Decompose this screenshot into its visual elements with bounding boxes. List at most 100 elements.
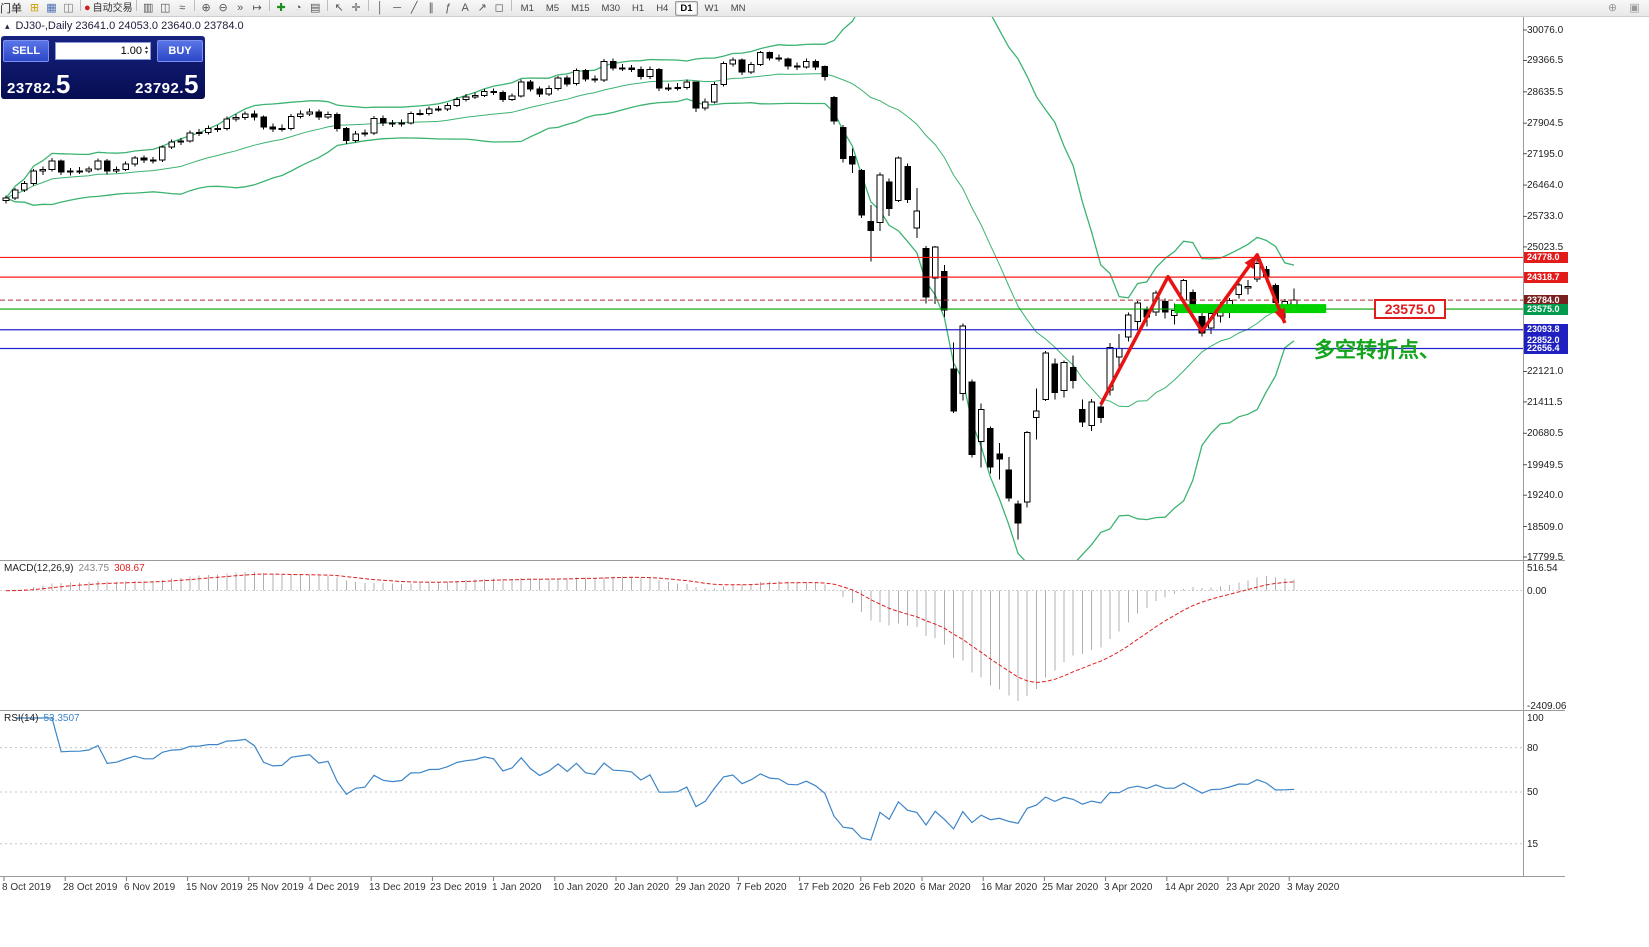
text-icon[interactable]: A — [461, 2, 469, 14]
bb-upper-band — [5, 17, 1295, 299]
macd-signal-line — [5, 573, 1295, 684]
toolbar-separator — [510, 0, 512, 11]
panel-collapse-icon[interactable]: ▴ — [5, 20, 10, 31]
rsi-axis-label: 15 — [1527, 839, 1539, 850]
date-label: 23 Apr 2020 — [1226, 882, 1280, 893]
price-badge: 23575.0 — [1524, 304, 1568, 315]
price-axis-label: 26464.0 — [1527, 180, 1564, 191]
crosshair-icon[interactable]: ✛ — [351, 2, 361, 14]
timeframe-bar: M1 M5 M15 M30 H1 H4 D1 W1 MN — [515, 0, 752, 16]
date-label: 1 Jan 2020 — [492, 882, 542, 893]
macd-label: MACD(12,26,9) 243.75 308.67 — [4, 563, 145, 574]
market-watch-icon[interactable]: ◫ — [63, 2, 74, 14]
price-axis-label: 29366.5 — [1527, 55, 1564, 66]
date-label: 16 Mar 2020 — [981, 882, 1038, 893]
sell-button[interactable]: SELL — [3, 40, 49, 62]
buy-button[interactable]: BUY — [157, 40, 203, 62]
candlestick-chart-icon[interactable]: ◫ — [159, 2, 171, 14]
price-badge: 24778.0 — [1524, 252, 1568, 263]
autotrading-label: 自动交易 — [92, 3, 133, 14]
price-axis-label: 19949.5 — [1527, 460, 1564, 471]
vertical-line-icon[interactable]: │ — [376, 2, 384, 14]
macd-axis-label: -2409.06 — [1527, 701, 1567, 712]
shapes-icon[interactable]: ◻ — [494, 2, 504, 14]
trend-zigzag[interactable] — [1099, 253, 1287, 406]
volume-input[interactable]: 1.00 ▴ ▾ — [55, 42, 151, 60]
chart-window-icon[interactable]: ▦ — [46, 2, 57, 14]
rsi-label: RSI(14) 53.3507 — [4, 713, 80, 724]
line-chart-icon[interactable]: ≈ — [179, 2, 186, 14]
timeframe-d1[interactable]: D1 — [675, 0, 698, 16]
volume-stepper[interactable]: ▴ ▾ — [144, 45, 148, 56]
bb-lower-band — [5, 98, 1295, 560]
dock-window-icon[interactable]: ▣ — [1629, 2, 1640, 14]
timeframe-m15[interactable]: M15 — [571, 2, 590, 14]
toolbar-separator — [268, 0, 270, 11]
indicators-icon[interactable]: ✚ — [276, 2, 286, 14]
timeframe-h1[interactable]: H1 — [632, 2, 645, 14]
timeframe-mn[interactable]: MN — [730, 2, 746, 14]
support-price-label: 23575.0 — [1374, 299, 1446, 319]
candlesticks — [2, 50, 1298, 540]
chart-title: DJ30-,Daily 23641.0 24053.0 23640.0 2378… — [15, 20, 244, 32]
arrows-icon[interactable]: ↗ — [477, 2, 487, 14]
price-axis-label: 25023.5 — [1527, 242, 1564, 253]
price-axis-label: 28635.5 — [1527, 87, 1564, 98]
price-badge: 23093.8 — [1524, 324, 1568, 335]
horizontal-line-icon[interactable]: ─ — [393, 2, 402, 14]
date-label: 8 Oct 2019 — [2, 882, 51, 893]
price-axis-label: 21411.5 — [1527, 397, 1563, 408]
main-chart-layer — [0, 17, 1523, 560]
rsi-axis-label: 50 — [1527, 787, 1539, 798]
templates-icon[interactable]: ▤ — [309, 2, 321, 14]
volume-value[interactable]: 1.00 — [120, 45, 142, 57]
auto-scroll-icon[interactable]: » — [237, 2, 244, 14]
zoom-in-icon[interactable]: ⊕ — [201, 2, 211, 14]
cursor-icon[interactable]: ↖ — [334, 2, 344, 14]
order-menu-label[interactable]: 门单 — [0, 3, 22, 15]
toolbar-separator — [80, 0, 81, 11]
date-label: 26 Feb 2020 — [859, 882, 916, 893]
price-badge: 22852.0 — [1524, 335, 1568, 346]
date-label: 6 Mar 2020 — [920, 882, 971, 893]
fibonacci-icon[interactable]: ƒ — [445, 2, 452, 14]
toolbar-separator — [135, 0, 137, 11]
turning-point-annotation: 多空转折点、 — [1314, 339, 1440, 362]
timeframe-m30[interactable]: M30 — [601, 2, 621, 14]
toolbar-separator — [193, 0, 195, 11]
price-axis-label: 27195.0 — [1527, 149, 1564, 160]
new-order-icon[interactable]: ⊞ — [29, 2, 40, 14]
date-label: 29 Jan 2020 — [675, 882, 731, 893]
macd-panel — [0, 571, 1523, 701]
price-axis-label: 25733.0 — [1527, 211, 1564, 222]
rsi-axis-label: 80 — [1527, 743, 1539, 754]
bar-chart-icon[interactable]: ▥ — [142, 2, 154, 14]
chart-shift-icon[interactable]: ↦ — [252, 2, 262, 14]
autotrading-icon[interactable]: ● 自动交易 — [84, 2, 133, 14]
rsi-panel — [0, 717, 1523, 845]
date-label: 13 Dec 2019 — [369, 882, 426, 893]
price-axis-label: 19240.0 — [1527, 490, 1564, 501]
periods-icon[interactable]: ◔ — [294, 2, 302, 14]
date-label: 15 Nov 2019 — [186, 882, 243, 893]
channel-icon[interactable]: ∥ — [428, 2, 434, 14]
rsi-axis-label: 100 — [1527, 713, 1544, 724]
timeframe-m5[interactable]: M5 — [545, 2, 560, 14]
trendline-icon[interactable]: ╱ — [410, 2, 418, 14]
price-axis-label: 27904.5 — [1527, 118, 1564, 129]
zoom-out-icon[interactable]: ⊖ — [218, 2, 228, 14]
timeframe-w1[interactable]: W1 — [704, 2, 719, 14]
zoom-window-icon[interactable]: ⊕ — [1607, 2, 1618, 14]
price-axis-label: 22121.0 — [1527, 366, 1564, 377]
spin-down-icon[interactable]: ▾ — [144, 50, 148, 56]
date-label: 14 Apr 2020 — [1165, 882, 1219, 893]
toolbar-separator — [326, 0, 328, 11]
timeframe-h4[interactable]: H4 — [656, 2, 669, 14]
date-label: 23 Dec 2019 — [430, 882, 487, 893]
support-highlight-bar[interactable] — [1174, 304, 1327, 314]
price-badge: 22656.4 — [1524, 343, 1568, 354]
spin-up-icon[interactable]: ▴ — [144, 45, 148, 51]
price-axis-label: 18509.0 — [1527, 522, 1564, 533]
timeframe-m1[interactable]: M1 — [520, 2, 534, 14]
